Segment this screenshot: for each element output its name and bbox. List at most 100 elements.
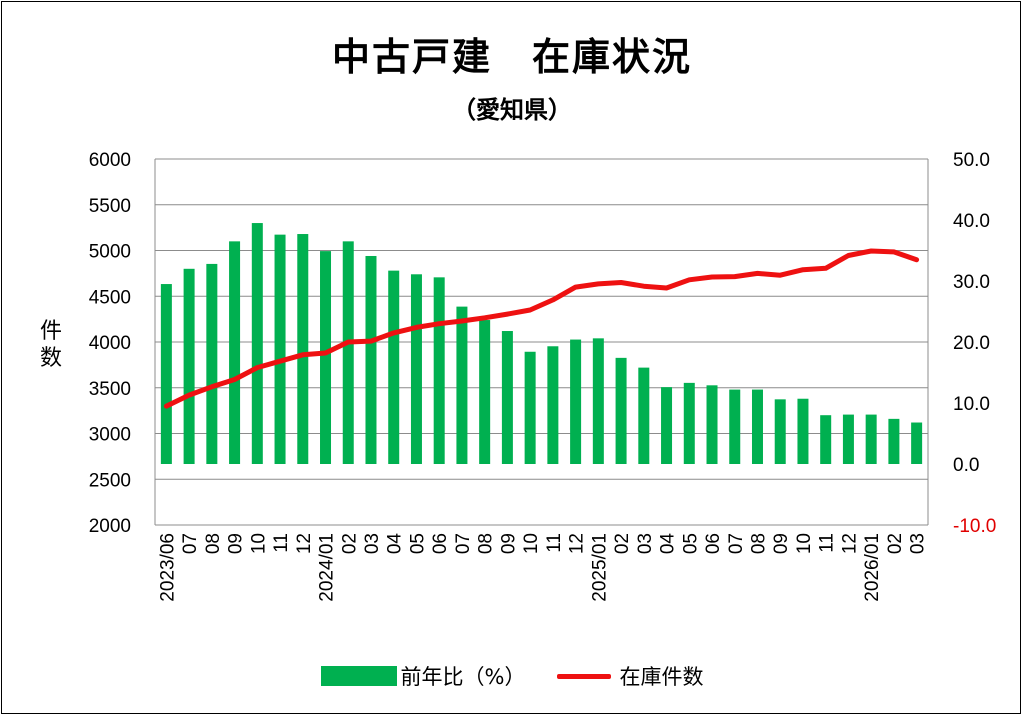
bar [479, 320, 491, 464]
bar [661, 387, 673, 464]
bar [638, 367, 650, 464]
left-tick-label: 5500 [89, 196, 131, 217]
legend-item-bar: 前年比（%） [320, 661, 525, 691]
chart-title: 中古戸建 在庫状況 [331, 35, 692, 79]
left-tick-label: 2000 [89, 516, 131, 537]
right-tick-label: -10.0 [953, 516, 996, 537]
x-tick-label: 05 [407, 533, 428, 554]
bar [160, 284, 172, 464]
bar [865, 414, 877, 464]
x-tick-label: 2025/01 [589, 533, 610, 602]
bar [729, 389, 741, 464]
x-tick-label: 04 [658, 533, 679, 555]
x-tick-label: 07 [180, 533, 201, 554]
bar [297, 234, 309, 464]
x-tick-label: 02 [885, 533, 906, 554]
line-series [163, 248, 920, 409]
left-tick-label: 6000 [89, 150, 131, 171]
legend-swatch-bar [320, 666, 397, 686]
left-tick-label: 2500 [89, 470, 131, 491]
bar [524, 351, 536, 464]
bar [888, 418, 900, 464]
bar [183, 268, 195, 464]
x-tick-label: 06 [703, 533, 724, 554]
x-tick-label: 08 [476, 533, 497, 554]
x-tick-label: 09 [498, 533, 519, 554]
x-tick-label: 2024/01 [317, 533, 338, 602]
bar [501, 331, 513, 464]
x-tick-label: 12 [294, 533, 315, 554]
bar [251, 223, 263, 464]
legend-swatch-line [557, 673, 612, 679]
left-tick-label: 4000 [89, 333, 131, 354]
right-axis-ticks: 50.0 40.0 30.0 20.0 10.0 0.0 -10.0 [953, 150, 996, 537]
stock-line [163, 248, 920, 409]
x-tick-label: 11 [817, 533, 838, 553]
left-tick-label: 3500 [89, 379, 131, 400]
bar-series [160, 223, 923, 464]
bar [911, 422, 923, 464]
bar [842, 414, 854, 464]
left-axis-ticks: 6000 5500 5000 4500 4000 3500 3000 2500 2000 [89, 150, 131, 537]
x-tick-label: 02 [339, 533, 360, 554]
grid-lines [155, 158, 928, 526]
right-tick-label: 40.0 [953, 211, 990, 232]
legend: 前年比（%） 在庫件数 [0, 660, 1024, 692]
axes [154, 159, 929, 526]
bar [229, 241, 241, 464]
bar [433, 277, 445, 464]
bar [683, 382, 695, 464]
x-tick-label: 08 [748, 533, 769, 554]
left-tick-label: 4500 [89, 287, 131, 308]
x-axis-ticks: 2023/06 07 08 09 10 11 12 2024/01 02 03 04 05 06 07 08… [157, 533, 928, 602]
x-tick-label: 08 [203, 533, 224, 554]
bar [706, 385, 718, 464]
x-tick-label: 07 [726, 533, 747, 554]
x-tick-label: 2023/06 [157, 533, 178, 602]
x-tick-label: 03 [908, 533, 929, 554]
bar [751, 389, 763, 464]
bar [206, 263, 218, 464]
x-tick-label: 12 [567, 533, 588, 554]
x-tick-label: 03 [635, 533, 656, 554]
x-tick-label: 04 [385, 533, 406, 555]
bar [342, 241, 354, 464]
x-tick-label: 10 [521, 533, 542, 554]
x-tick-label: 11 [271, 533, 292, 553]
bar [797, 398, 809, 464]
x-tick-label: 12 [839, 533, 860, 554]
x-tick-label: 07 [453, 533, 474, 554]
bar [388, 270, 400, 464]
bar [365, 255, 377, 464]
right-tick-label: 50.0 [953, 150, 990, 171]
bar [456, 306, 468, 464]
bar [274, 234, 286, 464]
bar [592, 338, 604, 464]
legend-label-line: 在庫件数 [619, 665, 704, 689]
x-tick-label: 06 [430, 533, 451, 554]
x-tick-label: 03 [362, 533, 383, 554]
bar [774, 399, 786, 464]
x-tick-label: 02 [612, 533, 633, 554]
x-tick-label: 09 [226, 533, 247, 554]
y-axis-label: 件数 [39, 319, 62, 371]
bar [570, 339, 582, 464]
x-tick-label: 09 [771, 533, 792, 554]
left-tick-label: 5000 [89, 242, 131, 263]
bar [615, 357, 627, 464]
bar [547, 346, 559, 464]
right-tick-label: 0.0 [953, 455, 979, 476]
x-tick-label: 05 [680, 533, 701, 554]
right-tick-label: 20.0 [953, 333, 990, 354]
bar [320, 251, 332, 464]
x-tick-label: 11 [544, 533, 565, 553]
bar [410, 274, 422, 464]
bar [820, 415, 832, 464]
right-tick-label: 30.0 [953, 272, 990, 293]
legend-item-line: 在庫件数 [557, 661, 703, 691]
x-tick-label: 2026/01 [862, 533, 883, 602]
right-tick-label: 10.0 [953, 394, 990, 415]
chart-subtitle: （愛知県） [452, 96, 572, 124]
left-tick-label: 3000 [89, 425, 131, 446]
